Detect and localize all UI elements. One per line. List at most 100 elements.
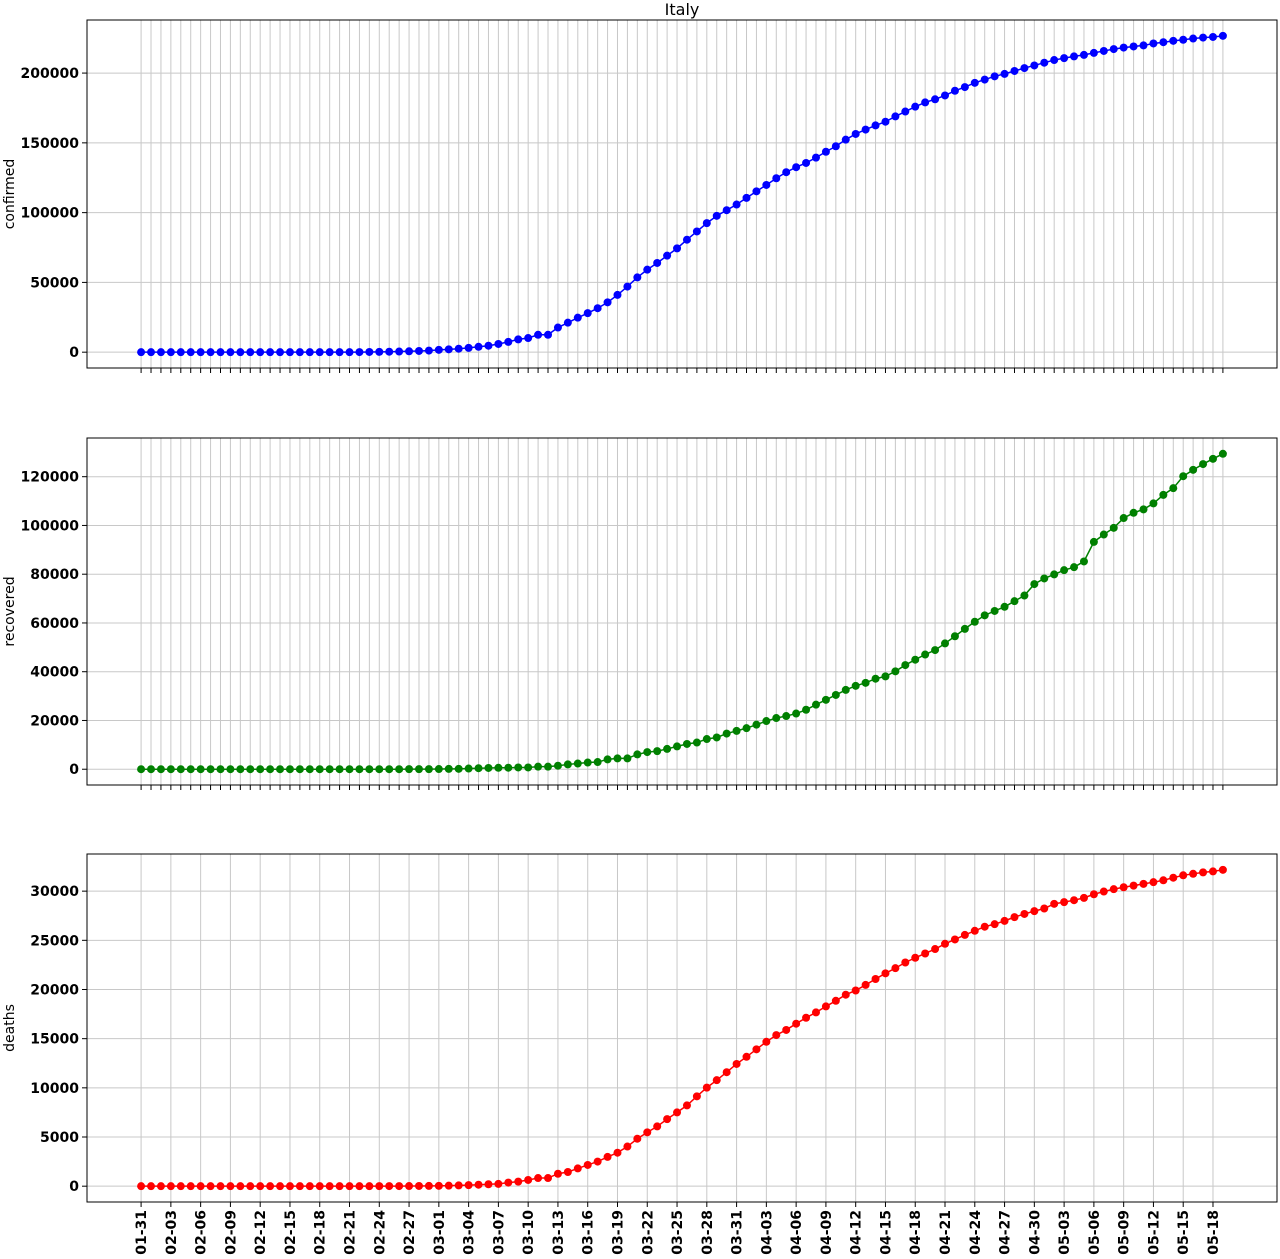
point <box>553 1169 562 1178</box>
point <box>206 765 215 774</box>
point <box>911 655 920 664</box>
point <box>424 1181 433 1190</box>
point <box>861 980 870 989</box>
x-tick-label: 04-06 <box>789 1210 805 1255</box>
point <box>305 765 314 774</box>
point <box>980 75 989 84</box>
point <box>851 986 860 995</box>
point <box>285 765 294 774</box>
point <box>494 1179 503 1188</box>
point <box>315 348 324 357</box>
y-tick-label: 120000 <box>21 470 80 486</box>
x-tick-label: 03-04 <box>462 1210 478 1255</box>
point <box>1129 42 1138 51</box>
point <box>305 1182 314 1191</box>
point <box>772 174 781 183</box>
point <box>484 1180 493 1189</box>
y-tick-label: 200000 <box>21 66 80 82</box>
point <box>871 121 880 130</box>
point <box>960 930 969 939</box>
point <box>990 72 999 81</box>
x-tick-label: 03-28 <box>700 1210 716 1255</box>
x-tick-label: 04-24 <box>968 1210 984 1255</box>
x-tick-label: 02-09 <box>223 1210 239 1255</box>
point <box>405 1182 414 1191</box>
point <box>464 343 473 352</box>
point <box>1159 876 1168 885</box>
point <box>385 347 394 356</box>
point <box>365 765 374 774</box>
point <box>504 1178 513 1187</box>
y-tick-label: 20000 <box>30 982 79 998</box>
point <box>712 1076 721 1085</box>
point <box>285 348 294 357</box>
point <box>335 1182 344 1191</box>
point <box>1079 557 1088 566</box>
y-axis-label: deaths <box>2 1004 18 1052</box>
point <box>881 117 890 126</box>
point <box>385 765 394 774</box>
point <box>1030 580 1039 589</box>
point <box>782 168 791 177</box>
point <box>663 1115 672 1124</box>
point <box>950 632 959 641</box>
point <box>405 765 414 774</box>
point <box>444 345 453 354</box>
point <box>414 1181 423 1190</box>
point <box>1218 31 1227 40</box>
line <box>141 35 1223 353</box>
point <box>1119 883 1128 892</box>
point <box>1079 50 1088 59</box>
point <box>1129 508 1138 517</box>
point <box>474 1180 483 1189</box>
point <box>1169 873 1178 882</box>
point <box>752 1045 761 1054</box>
point <box>762 180 771 189</box>
point <box>782 712 791 721</box>
point <box>405 347 414 356</box>
point <box>166 765 175 774</box>
point <box>544 330 553 339</box>
point <box>633 1134 642 1143</box>
point <box>1189 34 1198 43</box>
point <box>266 765 275 774</box>
point <box>375 765 384 774</box>
point <box>1060 566 1069 575</box>
point <box>960 83 969 92</box>
point <box>990 606 999 615</box>
point <box>1060 898 1069 907</box>
y-tick-label: 0 <box>69 345 79 361</box>
x-tick-label: 01-31 <box>134 1210 150 1255</box>
point <box>1099 46 1108 55</box>
x-tick-label: 04-12 <box>849 1210 865 1255</box>
point <box>236 1182 245 1191</box>
point <box>653 747 662 756</box>
y-tick-label: 10000 <box>30 1081 79 1097</box>
point <box>702 735 711 744</box>
x-tick-label: 05-09 <box>1117 1210 1133 1255</box>
y-tick-label: 50000 <box>30 275 79 291</box>
point <box>1070 563 1079 572</box>
point <box>633 750 642 759</box>
point <box>1000 69 1009 78</box>
point <box>216 765 225 774</box>
point <box>216 348 225 357</box>
point <box>653 1122 662 1131</box>
point <box>941 91 950 100</box>
axes-frame <box>86 853 1278 1203</box>
point <box>960 624 969 633</box>
point <box>454 344 463 353</box>
point <box>1079 893 1088 902</box>
point <box>643 1128 652 1137</box>
point <box>792 1019 801 1028</box>
point <box>603 1152 612 1161</box>
point <box>841 990 850 999</box>
point <box>623 754 632 763</box>
point <box>970 78 979 87</box>
x-tick-label: 03-13 <box>551 1210 567 1255</box>
point <box>692 227 701 236</box>
point <box>246 1182 255 1191</box>
point <box>276 348 285 357</box>
point <box>1089 48 1098 57</box>
point <box>315 765 324 774</box>
